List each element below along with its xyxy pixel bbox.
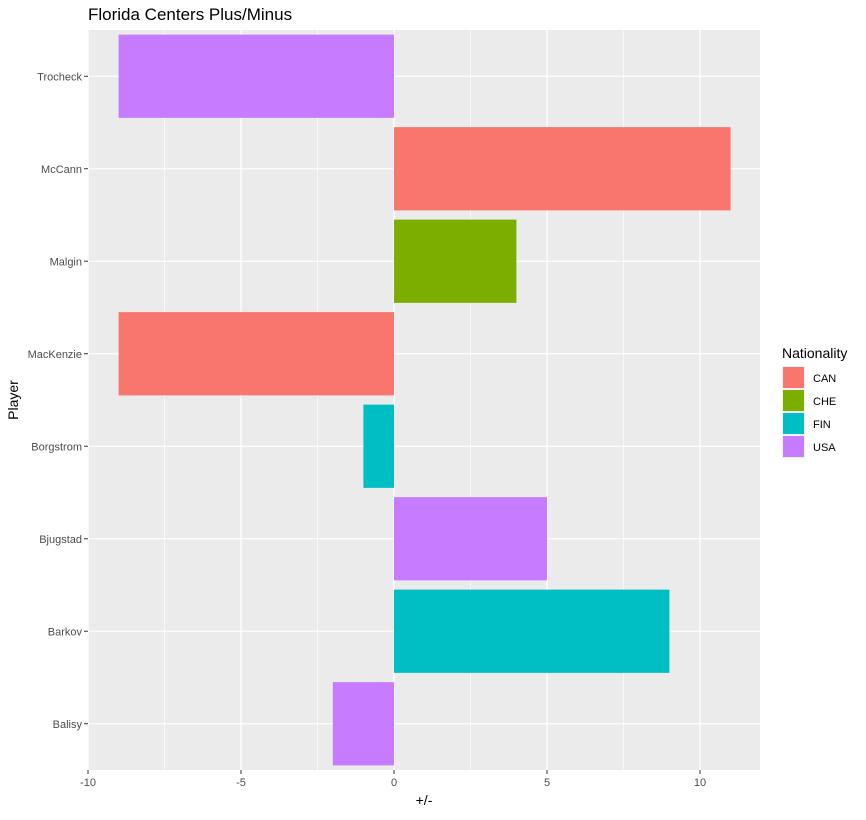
legend-swatch-fin [783,413,804,434]
bar-balisy [332,682,394,766]
x-axis-title: +/- [416,792,433,808]
y-tick-label: McCann [41,164,82,176]
y-tick-label: Borgstrom [31,441,82,453]
bar-trocheck [118,34,394,118]
chart-title: Florida Centers Plus/Minus [88,5,293,24]
bar-barkov [394,589,670,673]
y-tick-label: Trocheck [37,71,82,83]
y-tick-label: Balisy [53,719,83,731]
legend-label-can: CAN [813,373,836,385]
legend-swatch-can [783,367,804,388]
x-tick-label: 10 [694,777,706,789]
bar-mccann [394,127,731,211]
bar-malgin [394,219,517,303]
y-axis-title: Player [5,380,21,420]
y-tick-label: MacKenzie [28,349,82,361]
legend-label-usa: USA [813,442,836,454]
x-tick-label: 0 [391,777,397,789]
legend-swatch-usa [783,436,804,457]
legend-swatch-che [783,390,804,411]
legend-label-che: CHE [813,396,836,408]
x-tick-label: -5 [236,777,246,789]
bar-bjugstad [394,497,547,581]
legend-label-fin: FIN [813,419,831,431]
y-tick-label: Bjugstad [39,534,82,546]
x-tick-label: 5 [544,777,550,789]
bar-mackenzie [118,312,394,396]
y-tick-label: Malgin [50,256,82,268]
x-tick-label: -10 [80,777,96,789]
bar-borgstrom [363,404,394,488]
y-tick-label: Barkov [48,626,83,638]
legend-title: Nationality [782,345,847,361]
